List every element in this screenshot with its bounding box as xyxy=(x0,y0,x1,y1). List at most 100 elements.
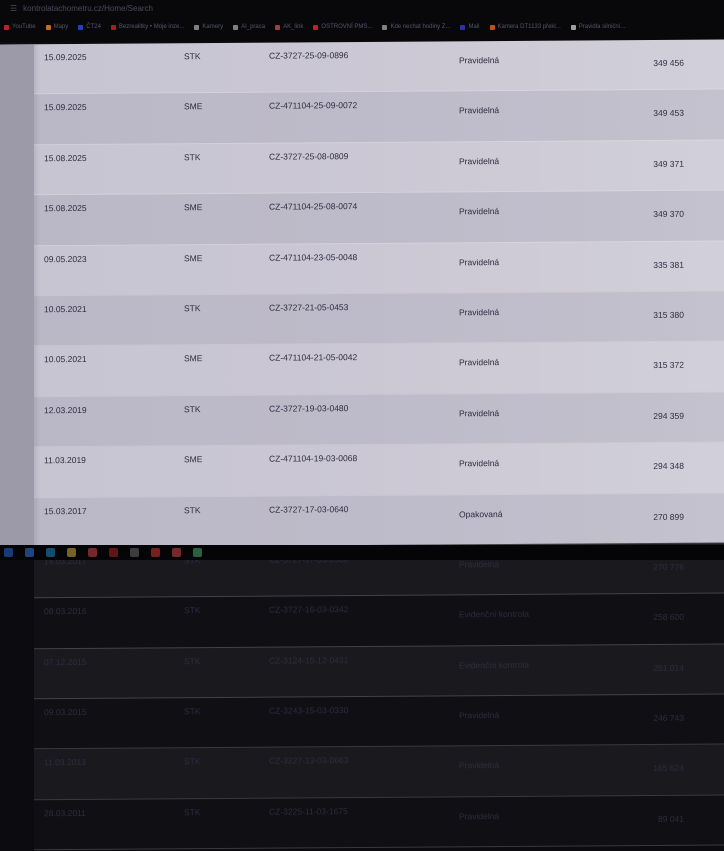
protocol-number-cell: CZ-3727-25-09-0896 xyxy=(269,50,349,61)
type-cell: SME xyxy=(184,202,203,213)
inspection-kind-cell: Evidenční kontrola xyxy=(459,609,529,620)
bookmark-label: Kamera DT1133 překl... xyxy=(497,24,561,30)
table-row: 09.05.2023 SME CZ-471104-23-05-0048 Pravide… xyxy=(34,240,724,296)
bookmark-favicon-icon xyxy=(4,24,9,30)
date-cell: 09.05.2023 xyxy=(44,253,87,264)
bookmark-label: AK_link xyxy=(283,24,304,30)
protocol-number-cell: CZ-471104-21-05-0042 xyxy=(269,352,358,363)
bookmark-favicon-icon xyxy=(110,24,116,30)
bookmark-label: OSTROVNÍ PMS... xyxy=(321,24,373,30)
inspection-kind-cell: Opakovaná xyxy=(459,508,503,519)
table-row: 10.05.2021 SME CZ-471104-21-05-0042 Pravide… xyxy=(34,341,724,397)
date-cell: 15.03.2017 xyxy=(44,505,87,516)
bookmark-item[interactable]: AK_link xyxy=(275,24,303,30)
edge-icon[interactable] xyxy=(46,548,55,557)
table-row: 12.03.2019 STK CZ-3727-19-03-0480 Pravideln… xyxy=(34,391,724,447)
type-cell: STK xyxy=(184,504,201,515)
bookmark-label: Mapy xyxy=(53,24,69,30)
bookmarks-bar: YouTube Mapy ČT24 Bezrealitky • Moje inze..… xyxy=(4,24,625,30)
inspection-kind-cell: Pravidelná xyxy=(459,306,500,318)
app-icon[interactable] xyxy=(88,548,97,557)
taskbar xyxy=(0,545,724,560)
bookmark-label: YouTube xyxy=(12,24,36,30)
inspection-table: 15.09.2025 STK CZ-3727-25-09-0896 Pravideln… xyxy=(34,39,724,851)
url-text[interactable]: kontrolatachometru.cz/Home/Search xyxy=(23,4,154,13)
bookmark-favicon-icon xyxy=(382,24,388,30)
type-cell: STK xyxy=(184,303,201,314)
date-cell: 28.03.2011 xyxy=(44,807,86,819)
bookmark-favicon-icon xyxy=(460,24,466,30)
protocol-number-cell: CZ-3727-16-03-0342 xyxy=(269,604,349,615)
type-cell: SME xyxy=(184,454,203,465)
bookmark-label: AI_praca xyxy=(241,24,266,30)
bookmark-label: Kamery xyxy=(202,24,224,30)
bookmark-label: Bezrealitky • Moje inze... xyxy=(118,24,185,30)
type-cell: STK xyxy=(184,706,201,717)
table-row: 11.03.2013 STK CZ-3227-13-03-0663 Pravideln… xyxy=(34,744,724,800)
protocol-number-cell: CZ-3727-25-08-0809 xyxy=(269,150,349,162)
inspection-kind-cell: Pravidelná xyxy=(459,256,500,267)
inspection-kind-cell: Pravidelná xyxy=(459,55,500,66)
bookmark-item[interactable]: ČT24 xyxy=(78,24,101,30)
table-row: 15.09.2025 STK CZ-3727-25-09-0896 Pravideln… xyxy=(34,39,724,95)
bookmark-item[interactable]: Pravidla silniční... xyxy=(570,24,625,30)
odometer-cell: 165 624 xyxy=(653,763,684,774)
protocol-number-cell: CZ-3225-11-03-1675 xyxy=(269,805,348,817)
bookmark-item[interactable]: Kde nechat hodiny Z... xyxy=(382,24,450,30)
table-row: 15.09.2025 SME CZ-471104-25-09-0072 Pravide… xyxy=(34,89,724,145)
inspection-kind-cell: Pravidelná xyxy=(459,710,500,721)
protocol-number-cell: CZ-3727-21-05-0453 xyxy=(269,302,349,313)
menu-icon[interactable]: ☰ xyxy=(10,4,18,13)
inspection-kind-cell: Pravidelná xyxy=(459,407,500,419)
bookmark-item[interactable]: OSTROVNÍ PMS... xyxy=(313,24,372,30)
date-cell: 15.09.2025 xyxy=(44,102,87,113)
odometer-cell: 315 372 xyxy=(653,360,684,371)
start-icon[interactable] xyxy=(4,548,13,557)
bookmark-favicon-icon xyxy=(489,24,495,30)
explorer-icon[interactable] xyxy=(67,548,76,557)
bookmark-item[interactable]: AI_praca xyxy=(233,24,265,30)
odometer-cell: 294 359 xyxy=(653,410,684,421)
bookmark-item[interactable]: Kamery xyxy=(194,24,223,30)
address-bar[interactable]: ☰ kontrolatachometru.cz/Home/Search xyxy=(10,4,153,13)
type-cell: STK xyxy=(184,605,201,616)
inspection-kind-cell: Pravidelná xyxy=(459,357,500,368)
date-cell: 10.05.2021 xyxy=(44,303,87,315)
bookmark-favicon-icon xyxy=(78,24,84,30)
browser-chrome: ☰ kontrolatachometru.cz/Home/Search YouT… xyxy=(0,0,724,42)
table-row: 28.03.2011 STK CZ-3225-11-03-1675 Pravideln… xyxy=(34,794,724,851)
inspection-kind-cell: Pravidelná xyxy=(459,155,500,167)
type-cell: STK xyxy=(184,806,201,818)
bookmark-favicon-icon xyxy=(233,24,239,30)
bookmark-item[interactable]: YouTube xyxy=(4,24,36,30)
bookmark-label: Kde nechat hodiny Z... xyxy=(390,24,451,30)
search-icon[interactable] xyxy=(25,548,34,557)
inspection-kind-cell: Pravidelná xyxy=(459,206,500,217)
odometer-cell: 294 348 xyxy=(653,460,684,472)
date-cell: 08.03.2016 xyxy=(44,606,87,617)
chrome-icon[interactable] xyxy=(193,548,202,557)
protocol-number-cell: CZ-3124-15-12-0431 xyxy=(269,654,349,666)
table-row: 15.08.2025 STK CZ-3727-25-08-0809 Pravideln… xyxy=(34,139,724,195)
protocol-number-cell: CZ-471104-25-09-0072 xyxy=(269,100,358,112)
date-cell: 11.03.2019 xyxy=(44,455,86,466)
inspection-kind-cell: Pravidelná xyxy=(459,105,500,116)
bookmark-item[interactable]: Kamera DT1133 překl... xyxy=(489,24,561,30)
date-cell: 12.03.2019 xyxy=(44,404,87,415)
table-row: 09.03.2015 STK CZ-3243-15-03-0330 Pravideln… xyxy=(34,694,724,750)
app-icon[interactable] xyxy=(172,548,181,557)
odometer-cell: 349 370 xyxy=(653,208,684,220)
type-cell: SME xyxy=(184,101,203,112)
protocol-number-cell: CZ-3727-19-03-0480 xyxy=(269,402,349,414)
odometer-cell: 349 456 xyxy=(653,57,684,68)
type-cell: STK xyxy=(184,655,201,666)
protocol-number-cell: CZ-471104-23-05-0048 xyxy=(269,251,358,263)
type-cell: STK xyxy=(184,51,201,62)
bookmark-item[interactable]: Mapy xyxy=(45,24,69,30)
app-icon[interactable] xyxy=(151,548,160,557)
app-icon[interactable] xyxy=(130,548,139,557)
bookmark-item[interactable]: Bezrealitky • Moje inze... xyxy=(110,24,185,30)
protocol-number-cell: CZ-471104-19-03-0068 xyxy=(269,453,358,464)
app-icon[interactable] xyxy=(109,548,118,557)
bookmark-item[interactable]: Mail xyxy=(460,24,480,30)
